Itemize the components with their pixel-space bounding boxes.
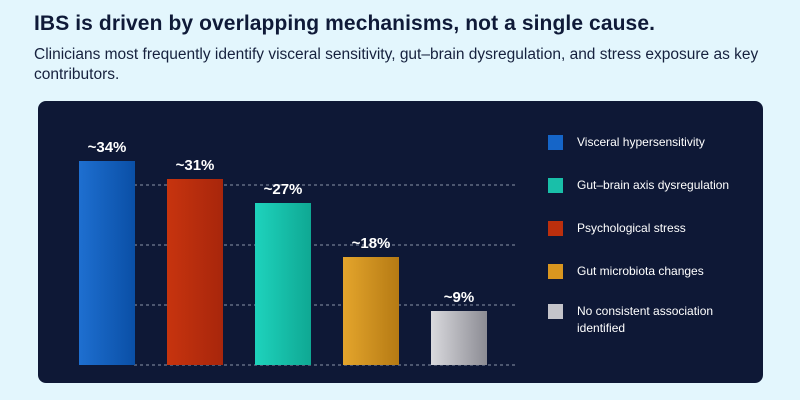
bar-3: [255, 203, 311, 365]
legend-swatch: [548, 264, 563, 279]
chart-subtitle: Clinicians most frequently identify visc…: [34, 46, 759, 83]
legend-label: Gut microbiota changes: [577, 264, 704, 278]
legend-label: Gut–brain axis dysregulation: [577, 178, 730, 192]
bar-1: [79, 161, 135, 365]
bar-5: [431, 311, 487, 365]
bar-4: [343, 257, 399, 365]
bar-value-label: ~27%: [264, 181, 303, 198]
legend-label: Visceral hypersensitivity: [577, 135, 705, 149]
bar-value-label: ~18%: [352, 235, 391, 252]
chart-panel: ~34% ~31% ~27% ~18% ~9% Visceral hypersensit…: [38, 101, 763, 383]
bar-value-label: ~9%: [444, 289, 474, 306]
legend-swatch: [548, 221, 563, 236]
bar-chart: ~34% ~31% ~27% ~18% ~9%: [79, 139, 516, 366]
legend-swatch: [548, 135, 563, 150]
bar-value-label: ~34%: [88, 139, 127, 156]
bar-value-label: ~31%: [176, 157, 215, 174]
legend-swatch: [548, 178, 563, 193]
legend-label: No consistent association identified: [577, 304, 714, 335]
legend-swatch: [548, 304, 563, 319]
bar-2: [167, 179, 223, 365]
legend-label: Psychological stress: [577, 221, 686, 235]
chart-title: IBS is driven by overlapping mechanisms,…: [34, 12, 656, 35]
